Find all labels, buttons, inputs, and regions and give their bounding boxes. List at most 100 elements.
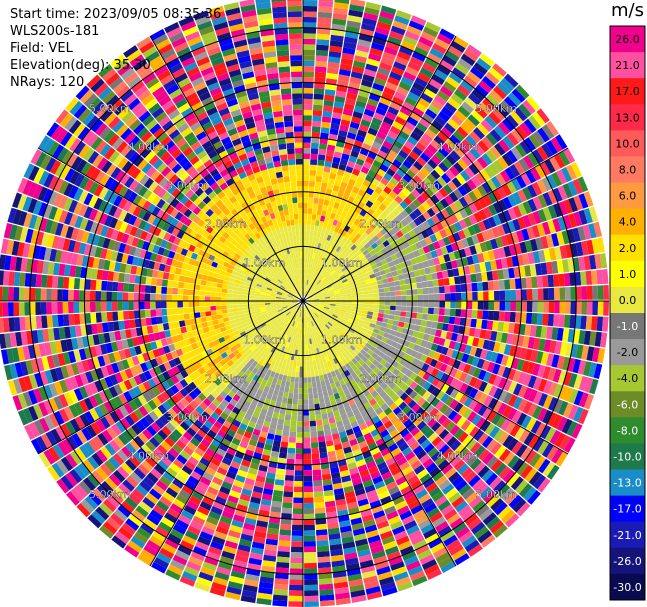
- velocity-gate: [297, 410, 303, 416]
- velocity-gate: [342, 147, 352, 156]
- velocity-gate: [8, 317, 15, 332]
- velocity-gate: [564, 314, 571, 328]
- velocity-gate: [497, 321, 505, 332]
- velocity-gate: [303, 98, 313, 105]
- velocity-gate: [597, 237, 605, 253]
- velocity-gate: [294, 464, 303, 471]
- velocity-gate: [316, 534, 329, 541]
- velocity-gate: [343, 252, 350, 259]
- velocity-gate: [377, 150, 388, 159]
- velocity-gate: [479, 53, 495, 67]
- velocity-gate: [101, 312, 108, 323]
- velocity-gate: [357, 129, 367, 138]
- velocity-gate: [369, 146, 380, 155]
- velocity-gate: [309, 420, 317, 427]
- velocity-gate: [310, 431, 318, 438]
- velocity-gate: [347, 347, 354, 354]
- velocity-gate: [462, 487, 475, 500]
- velocity-gate: [356, 309, 363, 314]
- velocity-gate: [450, 293, 456, 301]
- velocity-gate: [289, 584, 303, 591]
- velocity-gate: [521, 228, 530, 241]
- velocity-gate: [438, 146, 450, 158]
- velocity-gate: [306, 366, 311, 372]
- velocity-gate: [373, 328, 380, 334]
- velocity-gate: [354, 55, 367, 64]
- velocity-gate: [379, 296, 385, 301]
- velocity-gate: [316, 209, 322, 216]
- velocity-gate: [310, 153, 318, 160]
- velocity-gate: [367, 151, 377, 160]
- velocity-gate: [361, 362, 369, 370]
- velocity-gate: [317, 17, 332, 24]
- velocity-gate: [541, 443, 554, 458]
- velocity-gate: [319, 301, 325, 304]
- velocity-gate: [315, 287, 321, 292]
- velocity-gate: [290, 376, 295, 383]
- velocity-gate: [291, 524, 303, 531]
- velocity-gate: [472, 478, 485, 492]
- velocity-gate: [387, 277, 394, 283]
- velocity-gate: [597, 301, 604, 316]
- velocity-gate: [413, 160, 424, 171]
- velocity-gate: [40, 302, 47, 315]
- velocity-gate: [532, 288, 538, 300]
- velocity-gate: [304, 290, 307, 296]
- velocity-gate: [335, 293, 341, 296]
- velocity-gate: [427, 374, 436, 384]
- velocity-gate: [339, 256, 346, 263]
- velocity-gate: [457, 58, 473, 71]
- velocity-gate: [389, 125, 401, 135]
- velocity-gate: [68, 302, 74, 314]
- velocity-gate: [355, 312, 362, 317]
- velocity-gate: [333, 266, 340, 272]
- velocity-gate: [237, 301, 243, 305]
- velocity-gate: [199, 301, 205, 307]
- velocity-gate: [497, 186, 507, 199]
- velocity-gate: [313, 303, 319, 306]
- velocity-gate: [481, 75, 496, 89]
- velocity-gate: [324, 302, 331, 304]
- velocity-gate: [379, 145, 390, 154]
- velocity-gate: [537, 127, 550, 143]
- velocity-gate: [303, 470, 313, 476]
- velocity-gate: [326, 223, 333, 230]
- velocity-gate: [444, 293, 451, 301]
- velocity-gate: [395, 290, 402, 296]
- velocity-gate: [370, 319, 377, 325]
- velocity-gate: [307, 387, 313, 394]
- velocity-gate: [365, 318, 372, 323]
- velocity-gate: [413, 384, 423, 394]
- velocity-gate: [360, 166, 370, 175]
- velocity-gate: [303, 126, 312, 132]
- velocity-gate: [477, 301, 484, 310]
- velocity-gate: [319, 193, 326, 200]
- velocity-gate: [374, 338, 381, 345]
- velocity-gate: [522, 186, 533, 200]
- velocity-gate: [477, 404, 488, 417]
- velocity-gate: [350, 351, 358, 358]
- velocity-gate: [309, 275, 313, 281]
- velocity-gate: [355, 285, 362, 290]
- velocity-gate: [594, 331, 602, 347]
- velocity-gate: [492, 400, 503, 413]
- velocity-gate: [502, 366, 511, 379]
- velocity-gate: [311, 307, 317, 311]
- velocity-gate: [461, 467, 473, 479]
- velocity-gate: [588, 206, 599, 222]
- velocity-gate: [303, 481, 313, 487]
- velocity-gate: [205, 315, 213, 322]
- velocity-gate: [298, 382, 303, 389]
- velocity-gate: [354, 317, 361, 323]
- velocity-gate: [429, 328, 437, 336]
- velocity-gate: [472, 291, 478, 301]
- velocity-gate: [284, 414, 291, 421]
- velocity-gate: [535, 325, 543, 338]
- velocity-gate: [603, 285, 609, 300]
- velocity-gate: [444, 102, 457, 114]
- velocity-gate: [311, 453, 320, 460]
- velocity-gate: [365, 342, 372, 349]
- velocity-gate: [460, 309, 467, 318]
- velocity-gate: [351, 230, 358, 238]
- velocity-gate: [422, 220, 431, 230]
